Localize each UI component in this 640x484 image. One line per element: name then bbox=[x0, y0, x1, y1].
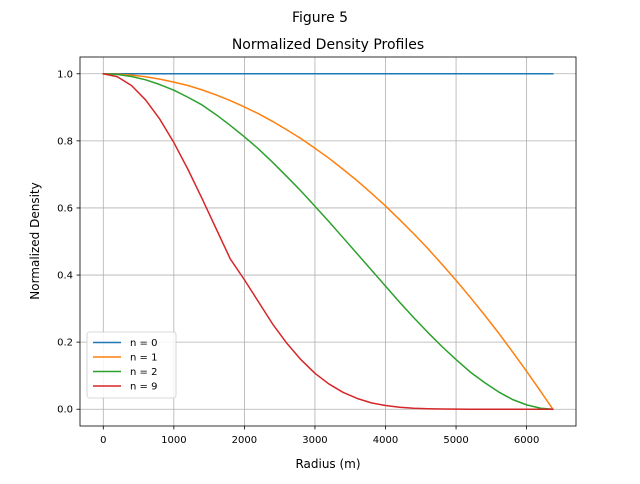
y-tick-label: 0.6 bbox=[57, 203, 73, 214]
legend-label-3: n = 9 bbox=[130, 382, 157, 393]
series-line-3 bbox=[102, 72, 554, 410]
x-tick-label: 1000 bbox=[161, 435, 186, 446]
x-tick-label: 2000 bbox=[232, 435, 257, 446]
x-tick-label: 6000 bbox=[514, 435, 539, 446]
x-tick-label: 0 bbox=[100, 435, 106, 446]
series-lines bbox=[102, 72, 554, 411]
legend: n = 0 n = 1 n = 2 n = 9 bbox=[86, 331, 177, 399]
x-tick-label: 5000 bbox=[443, 435, 468, 446]
legend-label-0: n = 0 bbox=[130, 338, 157, 349]
series-line-1 bbox=[102, 73, 554, 411]
y-tick-label: 1.0 bbox=[57, 69, 73, 80]
series-line-2 bbox=[102, 72, 554, 411]
y-axis-label: Normalized Density bbox=[28, 182, 42, 300]
x-tick-label: 3000 bbox=[302, 435, 327, 446]
legend-label-1: n = 1 bbox=[130, 353, 157, 364]
plot-area-frame bbox=[79, 56, 577, 427]
y-tick-label: 0.4 bbox=[57, 271, 73, 282]
legend-label-2: n = 2 bbox=[130, 367, 157, 378]
y-tick-label: 0.8 bbox=[57, 136, 73, 147]
x-tick-label: 4000 bbox=[373, 435, 398, 446]
y-tick-label: 0.0 bbox=[57, 405, 73, 416]
chart-title: Normalized Density Profiles bbox=[232, 37, 424, 53]
y-tick-label: 0.2 bbox=[57, 338, 73, 349]
x-axis-label: Radius (m) bbox=[295, 457, 360, 471]
legend-box bbox=[86, 331, 177, 399]
y-axis-ticks: 0.0 0.2 0.4 0.6 0.8 1.0 bbox=[57, 69, 80, 416]
figure-suptitle: Figure 5 bbox=[292, 10, 348, 26]
x-axis-ticks: 0 1000 2000 3000 4000 5000 6000 bbox=[100, 426, 539, 446]
